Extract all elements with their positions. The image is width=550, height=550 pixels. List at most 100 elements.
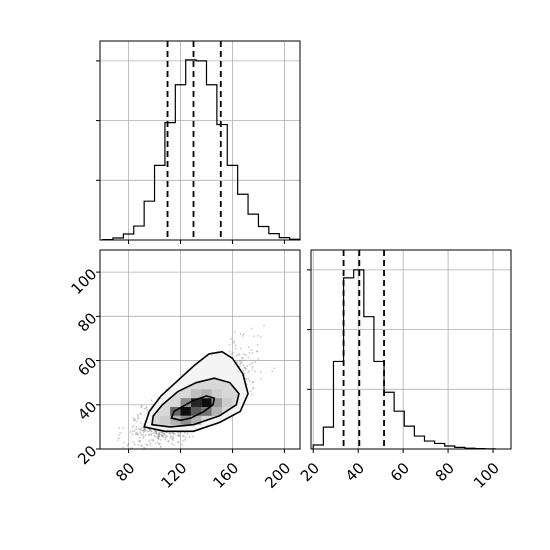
scatter-point — [137, 433, 139, 436]
scatter-point — [176, 433, 179, 436]
scatter-point — [133, 419, 135, 422]
scatter-point — [160, 431, 163, 434]
scatter-point — [140, 426, 143, 429]
scatter-point — [138, 436, 141, 439]
scatter-point — [181, 443, 184, 446]
scatter-point — [234, 347, 237, 350]
scatter-point — [257, 334, 259, 337]
scatter-point — [247, 371, 250, 374]
scatter-point — [171, 438, 174, 441]
scatter-point — [244, 366, 246, 369]
scatter-point — [155, 432, 158, 435]
scatter-point — [139, 428, 141, 431]
scatter-point — [149, 439, 152, 441]
scatter-point — [134, 433, 137, 436]
scatter-point — [172, 439, 175, 442]
density-bin — [211, 398, 223, 407]
scatter-point — [140, 445, 143, 448]
scatter-point — [136, 418, 139, 420]
scatter-point — [133, 429, 136, 432]
scatter-point — [252, 386, 255, 389]
scatter-point — [238, 353, 241, 356]
scatter-point — [149, 430, 152, 432]
density-bin — [222, 398, 233, 407]
scatter-point — [235, 354, 237, 357]
scatter-point — [159, 431, 162, 434]
scatter-point — [247, 346, 250, 349]
scatter-point — [135, 431, 138, 434]
scatter-point — [240, 361, 243, 364]
scatter-point — [171, 432, 174, 434]
scatter-point — [250, 393, 253, 396]
scatter-point — [150, 434, 153, 437]
scatter-point — [247, 356, 250, 359]
scatter-point — [183, 434, 185, 437]
scatter-point — [132, 417, 135, 419]
scatter-point — [133, 419, 136, 421]
scatter-point — [158, 433, 161, 436]
scatter-point — [118, 434, 121, 436]
density-bin — [201, 406, 212, 416]
scatter-point — [240, 347, 242, 350]
scatter-point — [143, 429, 146, 432]
scatter-point — [155, 431, 158, 434]
scatter-point — [153, 434, 156, 437]
scatter-point — [159, 445, 162, 448]
scatter-point — [159, 438, 162, 441]
scatter-point — [141, 433, 144, 436]
scatter-point — [135, 433, 138, 436]
scatter-point — [137, 417, 140, 419]
scatter-point — [239, 363, 242, 366]
scatter-point — [141, 429, 144, 432]
scatter-point — [157, 441, 159, 444]
scatter-point — [173, 444, 175, 447]
scatter-point — [154, 430, 157, 432]
scatter-point — [140, 404, 143, 407]
scatter-point — [251, 381, 254, 384]
scatter-point — [148, 440, 151, 443]
scatter-point — [134, 418, 137, 421]
scatter-point — [234, 344, 237, 347]
scatter-point — [186, 432, 189, 435]
density-bin — [170, 415, 181, 425]
density-bin — [190, 406, 202, 416]
scatter-point — [184, 438, 187, 441]
density-bin — [180, 415, 191, 425]
scatter-point — [172, 435, 175, 438]
scatter-point — [239, 333, 242, 336]
scatter-point — [163, 433, 166, 436]
density-bin — [190, 389, 202, 399]
scatter-point — [143, 429, 146, 432]
scatter-point — [161, 435, 163, 438]
scatter-point — [162, 432, 165, 435]
scatter-point — [232, 351, 234, 354]
scatter-point — [153, 432, 155, 434]
contour-middle — [151, 377, 240, 428]
scatter-point — [137, 427, 140, 430]
scatter-point — [142, 435, 145, 438]
scatter-point — [116, 439, 119, 442]
axes-frame — [99, 40, 301, 241]
scatter-point — [135, 425, 138, 428]
scatter-point — [250, 349, 253, 351]
scatter-point — [170, 442, 173, 445]
histogram-step-line — [312, 269, 496, 450]
scatter-point — [157, 438, 160, 440]
scatter-point — [259, 370, 262, 373]
scatter-point — [243, 372, 246, 375]
scatter-point — [168, 432, 171, 435]
scatter-point — [177, 434, 180, 437]
scatter-point — [149, 428, 152, 431]
scatter-point — [230, 352, 233, 355]
scatter-point — [145, 429, 148, 432]
scatter-point — [119, 431, 122, 434]
scatter-point — [129, 431, 132, 433]
scatter-point — [242, 364, 245, 367]
contour-inner — [170, 395, 216, 422]
scatter-point — [144, 428, 147, 430]
scatter-point — [228, 343, 231, 346]
scatter-point — [238, 360, 241, 363]
scatter-point — [177, 435, 180, 438]
density-bin — [180, 398, 191, 407]
